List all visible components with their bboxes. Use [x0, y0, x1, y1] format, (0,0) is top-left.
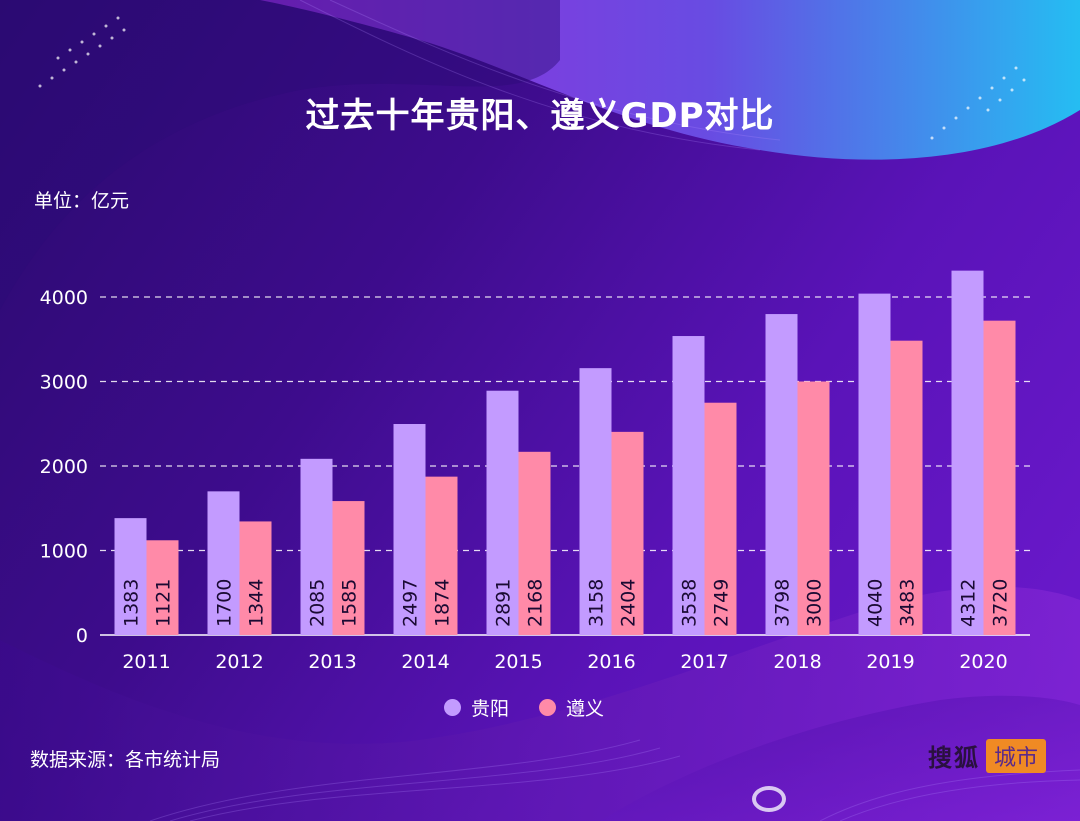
data-label: 1344 — [246, 579, 268, 627]
data-label: 3000 — [804, 579, 826, 627]
legend-swatch-zunyi — [539, 699, 557, 716]
bar-guiyang-2012[interactable] — [207, 491, 240, 635]
x-tick-label: 2017 — [680, 651, 728, 673]
unit-label: 单位：亿元 — [34, 190, 130, 212]
bar-zunyi-2016[interactable] — [611, 431, 644, 635]
bar-zunyi-2014[interactable] — [425, 476, 458, 635]
brand-tag: 城市 — [986, 738, 1047, 773]
data-label: 2497 — [400, 579, 422, 627]
bar-guiyang-2020[interactable] — [951, 270, 984, 635]
bar-guiyang-2015[interactable] — [486, 390, 519, 635]
legend-swatch-guiyang — [444, 699, 461, 716]
data-label: 1585 — [339, 579, 361, 627]
x-tick-label: 2015 — [494, 651, 542, 673]
bar-guiyang-2011[interactable] — [114, 518, 147, 635]
bar-zunyi-2015[interactable] — [518, 451, 551, 635]
data-label: 1383 — [121, 579, 143, 627]
bar-zunyi-2011[interactable] — [146, 540, 179, 635]
data-label: 1874 — [432, 579, 454, 627]
bar-guiyang-2019[interactable] — [858, 293, 891, 635]
x-tick-label: 2014 — [401, 651, 449, 673]
x-tick-label: 2011 — [122, 651, 170, 673]
bar-zunyi-2013[interactable] — [332, 501, 365, 635]
data-label: 2404 — [618, 579, 640, 627]
bar-zunyi-2012[interactable] — [239, 521, 272, 635]
bar-guiyang-2013[interactable] — [300, 458, 333, 635]
x-tick-label: 2018 — [773, 651, 821, 673]
data-label: 2168 — [525, 579, 547, 627]
y-tick-label: 4000 — [40, 287, 88, 309]
data-label: 3720 — [990, 579, 1012, 627]
x-tick-label: 2013 — [308, 651, 356, 673]
bar-zunyi-2019[interactable] — [890, 340, 923, 635]
bar-guiyang-2014[interactable] — [393, 424, 426, 635]
data-label: 3483 — [897, 579, 919, 627]
chart-title: 过去十年贵阳、遵义GDP对比 — [305, 96, 775, 136]
x-tick-label: 2020 — [959, 651, 1007, 673]
data-label: 2085 — [307, 579, 329, 627]
data-label: 2749 — [711, 579, 733, 627]
data-label: 4040 — [865, 579, 887, 627]
data-label: 4312 — [958, 579, 980, 627]
x-tick-label: 2019 — [866, 651, 914, 673]
legend-label-guiyang: 贵阳 — [471, 698, 510, 720]
y-tick-label: 1000 — [40, 541, 88, 563]
data-label: 2891 — [493, 579, 515, 627]
data-label: 1121 — [153, 579, 175, 627]
data-label: 1700 — [214, 579, 236, 627]
bar-zunyi-2017[interactable] — [704, 402, 737, 635]
data-label: 3158 — [586, 579, 608, 627]
x-tick-label: 2016 — [587, 651, 635, 673]
bar-zunyi-2018[interactable] — [797, 381, 830, 636]
data-label: 3538 — [679, 579, 701, 627]
ring-decoration — [752, 786, 786, 812]
bar-guiyang-2018[interactable] — [765, 314, 798, 635]
brand-name: 搜狐 — [928, 744, 980, 772]
bar-zunyi-2020[interactable] — [983, 320, 1016, 635]
data-label: 3798 — [772, 579, 794, 627]
y-tick-label: 3000 — [40, 372, 88, 394]
y-tick-label: 2000 — [40, 456, 88, 478]
bar-guiyang-2016[interactable] — [579, 368, 612, 635]
legend: 贵阳 遵义 — [444, 694, 604, 721]
y-tick-label: 0 — [76, 625, 88, 647]
source-note: 数据来源：各市统计局 — [30, 749, 221, 771]
x-tick-label: 2012 — [215, 651, 263, 673]
legend-label-zunyi: 遵义 — [566, 698, 605, 720]
legend-item-guiyang[interactable]: 贵阳 — [444, 694, 509, 721]
legend-item-zunyi[interactable]: 遵义 — [539, 694, 604, 721]
brand-logo: 搜狐 城市 — [928, 738, 1047, 773]
bar-guiyang-2017[interactable] — [672, 336, 705, 635]
